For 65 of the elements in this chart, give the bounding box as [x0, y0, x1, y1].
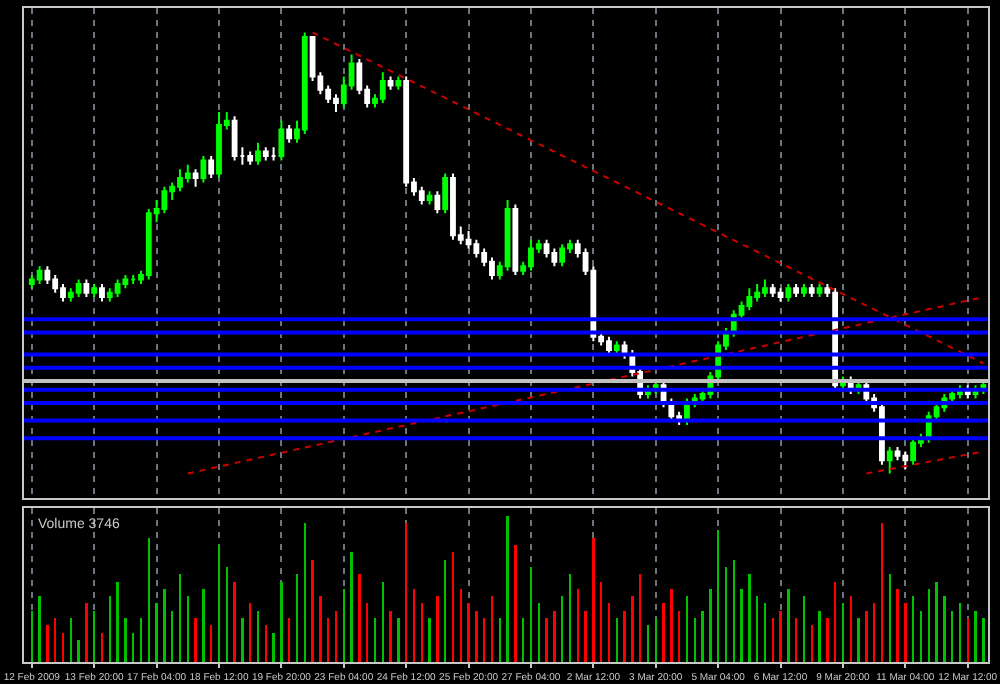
candlestick [746, 287, 753, 312]
candlestick [754, 282, 761, 303]
candlestick [262, 146, 269, 162]
candlestick [886, 446, 893, 475]
candlestick [769, 282, 776, 299]
candlestick [902, 450, 909, 471]
candlestick [278, 119, 285, 162]
candlestick [403, 75, 410, 188]
candlestick [36, 265, 43, 285]
candlestick [67, 287, 74, 303]
candlestick [434, 190, 441, 215]
candlestick [145, 207, 152, 281]
candlestick [122, 274, 129, 290]
candlestick [192, 168, 199, 188]
candlestick [465, 229, 472, 250]
candlestick [161, 185, 168, 215]
candlestick [808, 282, 815, 299]
candlestick [910, 437, 917, 466]
candlestick [613, 340, 620, 356]
candlestick [551, 247, 558, 268]
candlestick [247, 150, 254, 166]
candlestick [559, 243, 566, 268]
candlestick [816, 282, 823, 299]
candlestick [91, 282, 98, 299]
candlestick [450, 172, 456, 241]
candlestick [894, 446, 901, 462]
candlestick [442, 172, 449, 215]
candlestick [785, 282, 792, 303]
candlestick [949, 388, 956, 404]
candlestick [44, 265, 51, 285]
candlestick [28, 274, 35, 290]
candlestick [528, 238, 534, 272]
candlestick [130, 274, 137, 285]
candlestick [208, 154, 215, 180]
candlestick [216, 110, 222, 180]
candlestick [777, 287, 784, 303]
candlestick [60, 282, 66, 303]
candlestick [379, 71, 386, 105]
candlestick [793, 282, 800, 299]
candlestick [395, 75, 402, 91]
candlestick [200, 154, 207, 184]
candlestick [114, 278, 121, 299]
candlestick [512, 203, 519, 277]
candlestick [99, 282, 105, 303]
candlestick [255, 141, 261, 166]
candlestick [473, 238, 480, 259]
candlestick [52, 274, 59, 294]
candlestick [75, 278, 82, 299]
candlestick [418, 185, 425, 206]
candlestick [184, 163, 191, 184]
candlestick [270, 146, 277, 162]
candlestick [177, 168, 183, 193]
candlestick [286, 124, 293, 144]
candlestick [83, 278, 90, 299]
candlestick [543, 238, 550, 259]
candlestick [762, 278, 768, 299]
candlestick [801, 282, 807, 299]
candlestick [606, 335, 612, 356]
candlestick [231, 115, 238, 162]
candlestick [426, 190, 433, 206]
candlestick [387, 75, 394, 91]
candlestick [106, 287, 113, 303]
candlestick [333, 93, 339, 113]
candlestick [301, 31, 308, 135]
candlestick [489, 256, 495, 281]
